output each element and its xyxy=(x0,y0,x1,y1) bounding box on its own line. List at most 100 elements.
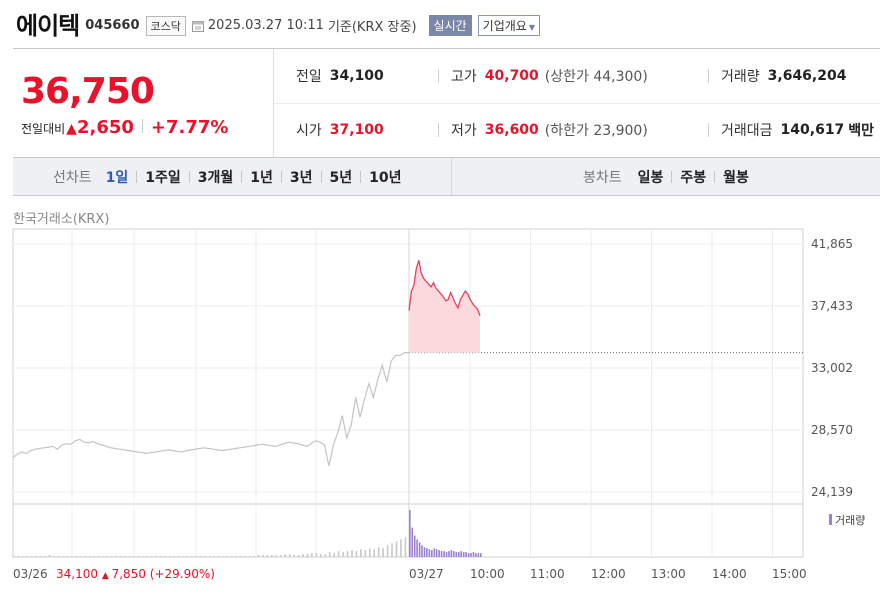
volume-bar-prev xyxy=(386,545,389,558)
prev-close-label: 전일 xyxy=(296,69,322,85)
volume-bar-prev xyxy=(186,556,189,557)
volume-bar-today xyxy=(418,542,421,557)
volume-bar-today xyxy=(455,552,458,557)
volume-label: 거래량 xyxy=(721,69,760,85)
stock-code: 045660 xyxy=(85,18,140,33)
volume-bar-today xyxy=(433,548,436,557)
volume-bar-today xyxy=(409,510,411,557)
change-amount: 2,650 xyxy=(76,117,134,138)
line-period-5[interactable]: 5년 xyxy=(329,169,353,186)
volume-bar-prev xyxy=(84,556,86,557)
volume-bar-prev xyxy=(106,556,108,557)
line-period-0[interactable]: 1일 xyxy=(105,169,129,186)
divider xyxy=(708,123,709,137)
x-tick-label: 11:00 xyxy=(530,567,565,581)
volume-bar-prev xyxy=(333,553,335,557)
volume-bar-prev xyxy=(39,556,42,557)
volume-bar-prev xyxy=(222,556,224,557)
volume-bar-today xyxy=(475,553,477,557)
divider xyxy=(320,170,322,183)
volume-bar-prev xyxy=(146,556,149,557)
volume-bar-today xyxy=(458,552,460,557)
prev-close-value: 34,100 xyxy=(329,68,384,84)
volume-bar-prev xyxy=(70,556,73,557)
volume-bar-prev xyxy=(110,556,113,557)
volume-bar-prev xyxy=(342,552,344,557)
line-period-1[interactable]: 1주일 xyxy=(145,169,181,186)
plot-frame xyxy=(12,228,804,558)
volume-bar-prev xyxy=(177,556,180,557)
candle-chart-periods: 봉차트 일봉 주봉 월봉 xyxy=(452,158,880,195)
candle-period-2[interactable]: 월봉 xyxy=(723,169,749,186)
volume-bar-today xyxy=(462,552,465,557)
volume-bar-prev xyxy=(208,556,211,557)
quote-grid: 전일 34,100 고가 40,700 (상한가 44,300) 거래량 3,6… xyxy=(274,49,880,157)
volume-bar-prev xyxy=(311,553,313,557)
prev-day-close: 34,100 xyxy=(56,567,102,581)
volume-bar-prev xyxy=(44,556,46,557)
volume-bar-prev xyxy=(275,555,278,557)
line-period-6[interactable]: 10년 xyxy=(369,169,402,186)
volume-bar-prev xyxy=(262,555,264,557)
divider xyxy=(141,119,143,133)
volume-bar-prev xyxy=(115,556,117,557)
candle-period-0[interactable]: 일봉 xyxy=(637,169,664,186)
company-overview-button[interactable]: 기업개요 ▼ xyxy=(477,15,540,36)
low-label: 저가 xyxy=(451,123,477,139)
volume-bar-prev xyxy=(217,556,220,557)
volume-bar-prev xyxy=(391,543,393,557)
stock-header: 에이텍 045660 코스닥 2025.03.27 10:11 기준(KRX 장… xyxy=(16,8,540,40)
line-period-2[interactable]: 3개월 xyxy=(197,169,234,186)
low-cell: 저가 36,600 (하한가 23,900) xyxy=(451,103,696,157)
trade-value-label: 거래대금 xyxy=(721,123,773,139)
volume-bar-prev xyxy=(404,537,407,557)
volume-bar-prev xyxy=(21,556,24,557)
volume-bar-today xyxy=(413,535,416,557)
volume-bar-today xyxy=(443,551,445,557)
volume-bar-prev xyxy=(66,556,68,557)
realtime-button[interactable]: 실시간 xyxy=(428,15,472,36)
prev-close-cell: 전일 34,100 xyxy=(274,49,426,103)
x-tick-label: 03/26 xyxy=(13,567,48,581)
volume-bar-today xyxy=(440,551,443,557)
trade-value: 140,617 xyxy=(780,122,845,138)
volume-bar-prev xyxy=(395,541,398,557)
quote-row-2: 시가 37,100 저가 36,600 (하한가 23,900) 거래대금 14… xyxy=(274,103,880,157)
candle-period-1[interactable]: 주봉 xyxy=(680,169,707,186)
volume-bar-prev xyxy=(328,552,331,557)
divider xyxy=(438,123,439,137)
change-label: 전일대비 xyxy=(21,122,66,136)
volume-bar-prev xyxy=(191,556,193,557)
volume-bar-prev xyxy=(351,550,353,557)
volume-bar-prev xyxy=(79,556,82,557)
volume-bar-today xyxy=(465,552,467,557)
volume-bar-prev xyxy=(13,556,15,557)
volume-bar-prev xyxy=(315,553,318,557)
x-tick-label: 13:00 xyxy=(651,567,686,581)
volume-bar-prev xyxy=(382,548,384,557)
x-tick-label: 10:00 xyxy=(470,567,505,581)
volume-bar-today xyxy=(480,553,482,557)
line-period-list: 1일 1주일 3개월 1년 3년 5년 10년 xyxy=(106,167,402,187)
volume-bar-prev xyxy=(168,556,171,557)
volume-bar-today xyxy=(460,551,462,557)
volume-bar-today xyxy=(470,553,472,557)
volume-bar-prev xyxy=(159,556,162,557)
divider xyxy=(188,170,190,183)
volume-bar-prev xyxy=(102,556,104,557)
line-period-3[interactable]: 1년 xyxy=(250,169,273,186)
volume-bar-prev xyxy=(284,554,286,557)
period-bar: 선차트 1일 1주일 3개월 1년 3년 5년 10년 봉차트 일봉 주봉 월봉 xyxy=(13,158,880,196)
line-period-4[interactable]: 3년 xyxy=(289,169,313,186)
volume-bar-prev xyxy=(360,549,362,557)
volume-bar-prev xyxy=(97,556,100,557)
up-arrow-icon: ▲ xyxy=(102,571,112,581)
volume-bar-prev xyxy=(204,556,206,557)
volume-bar-prev xyxy=(61,556,64,557)
volume-bar-prev xyxy=(271,555,273,557)
volume-bar-prev xyxy=(244,556,246,557)
line-chart-periods: 선차트 1일 1주일 3개월 1년 3년 5년 10년 xyxy=(13,158,452,195)
volume-bar-prev xyxy=(119,556,122,557)
divider xyxy=(708,69,709,83)
volume-bar-today xyxy=(426,548,428,557)
